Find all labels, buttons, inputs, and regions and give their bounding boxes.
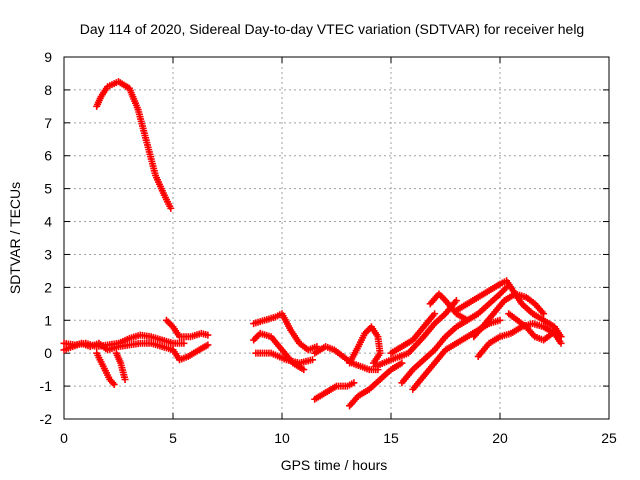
data-point: [110, 380, 118, 388]
data-point: [121, 376, 129, 384]
x-tick-label: 25: [601, 430, 617, 446]
grid: [64, 57, 609, 419]
y-tick-label: 0: [44, 345, 52, 361]
series-arc-16: [387, 310, 439, 357]
series-arc-21: [470, 290, 548, 341]
y-tick-label: 9: [44, 49, 52, 65]
series-arc-22: [474, 320, 565, 360]
series-arc-1: [93, 78, 175, 212]
series-arc-17: [398, 283, 511, 387]
x-axis-label: GPS time / hours: [281, 457, 388, 473]
plot-frame: [63, 56, 610, 420]
data-point: [398, 359, 406, 367]
data-point: [540, 310, 548, 318]
x-tick-label: 5: [169, 430, 177, 446]
data-point: [452, 297, 460, 305]
y-tick-label: 6: [44, 148, 52, 164]
y-tick-label: 7: [44, 115, 52, 131]
x-tick-label: 10: [274, 430, 290, 446]
y-tick-label: 3: [44, 246, 52, 262]
y-tick-label: 1: [44, 312, 52, 328]
series-arc-12: [311, 379, 358, 403]
x-tick-label: 15: [383, 430, 399, 446]
series-arc-4: [93, 349, 118, 388]
y-tick-label: -2: [40, 411, 53, 427]
chart-title: Day 114 of 2020, Sidereal Day-to-day VTE…: [80, 21, 584, 37]
y-tick-label: 4: [44, 214, 52, 230]
series-arc-5: [112, 349, 129, 384]
data-point: [204, 331, 212, 339]
series-arc-9: [250, 329, 308, 374]
data-point: [300, 366, 308, 374]
data-points: [60, 78, 565, 410]
x-tick-label: 20: [492, 430, 508, 446]
series-arc-8: [250, 310, 321, 354]
data-point: [167, 204, 175, 212]
x-tick-label: 0: [60, 430, 68, 446]
series-arc-13: [346, 359, 406, 410]
data-point: [463, 316, 471, 324]
series-arc-3: [60, 339, 177, 354]
y-tick-label: 5: [44, 181, 52, 197]
axis-ticks: 0 5 10 15 20 25 -2 -1 0 1 2 3 4 5 6 7 8 9: [40, 49, 617, 446]
data-point: [557, 339, 565, 347]
series-arc-7: [169, 341, 212, 364]
y-tick-label: 2: [44, 279, 52, 295]
data-point: [557, 333, 565, 341]
data-point: [309, 356, 317, 364]
y-axis-label: SDTVAR / TECUs: [7, 182, 23, 294]
y-tick-label: 8: [44, 82, 52, 98]
data-point: [350, 379, 358, 387]
y-tick-label: -1: [40, 378, 53, 394]
data-point: [204, 341, 212, 349]
series-arc-6: [162, 316, 212, 341]
data-point: [496, 316, 504, 324]
data-point: [180, 339, 188, 347]
data-point: [431, 310, 439, 318]
series-arc-11: [311, 343, 382, 374]
series-arc-10: [252, 349, 317, 367]
series-arc-14: [346, 323, 384, 367]
series-arc-23: [505, 310, 565, 344]
